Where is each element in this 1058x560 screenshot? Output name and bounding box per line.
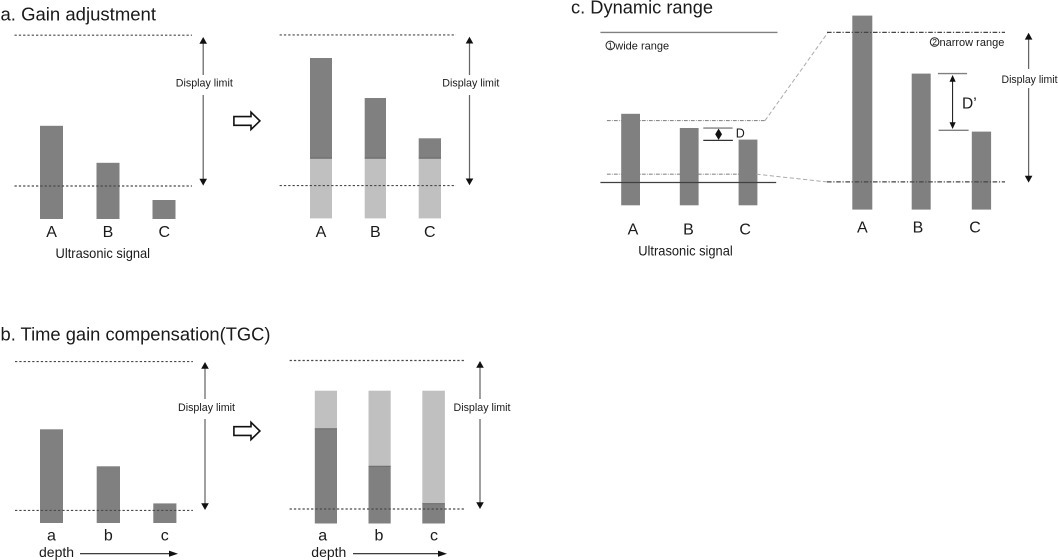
svg-text:b. Time gain compensation(TGC): b. Time gain compensation(TGC) [1,324,271,345]
svg-text:Display limit: Display limit [1002,74,1058,86]
svg-text:c: c [161,527,169,544]
svg-text:B: B [103,224,114,241]
svg-text:a. Gain adjustment: a. Gain adjustment [1,3,157,24]
svg-text:C: C [424,224,436,241]
svg-text:depth: depth [39,544,74,560]
svg-text:1: 1 [608,40,613,50]
svg-text:Display limit: Display limit [178,402,235,414]
svg-text:C: C [969,220,981,237]
svg-text:c. Dynamic range: c. Dynamic range [571,0,713,17]
svg-text:wide range: wide range [614,41,669,53]
svg-text:C: C [739,222,751,239]
svg-text:Display limit: Display limit [442,78,499,90]
svg-text:c: c [430,527,438,544]
svg-text:Display limit: Display limit [454,402,511,414]
svg-text:D’: D’ [962,95,977,112]
svg-text:a: a [318,527,327,544]
svg-text:b: b [104,527,113,544]
svg-text:B: B [370,224,381,241]
svg-text:A: A [857,220,868,237]
svg-text:B: B [913,220,924,237]
svg-text:narrow range: narrow range [940,37,1005,49]
svg-text:Ultrasonic signal: Ultrasonic signal [56,245,151,261]
svg-text:B: B [683,222,694,239]
svg-text:a: a [47,527,56,544]
svg-text:Ultrasonic signal: Ultrasonic signal [638,243,733,259]
svg-text:A: A [316,224,327,241]
svg-text:C: C [159,224,171,241]
svg-text:D: D [736,127,745,141]
svg-text:2: 2 [932,37,937,47]
svg-text:b: b [375,527,384,544]
svg-text:A: A [46,224,57,241]
svg-text:depth: depth [311,544,346,560]
svg-text:A: A [628,222,639,239]
svg-text:Display limit: Display limit [176,78,233,90]
